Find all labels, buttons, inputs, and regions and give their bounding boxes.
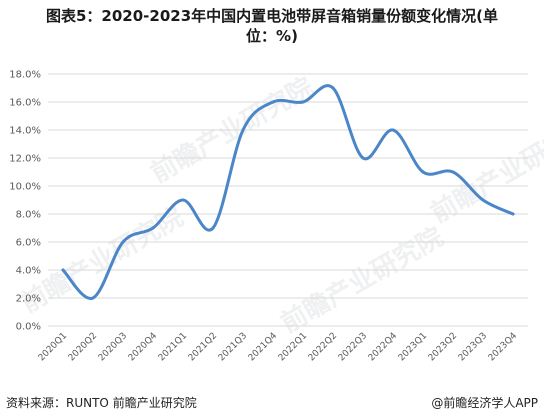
y-tick-label: 14.0%: [9, 126, 41, 137]
y-tick-label: 16.0%: [9, 98, 41, 109]
data-point: [241, 128, 245, 132]
data-point: [301, 100, 305, 104]
y-tick-label: 4.0%: [16, 266, 41, 277]
y-tick-label: 2.0%: [16, 294, 41, 305]
grid-lines: [48, 73, 528, 327]
series-line: [61, 84, 515, 300]
x-axis-tick-labels: 2020Q12020Q22020Q32020Q42021Q12021Q22021…: [37, 331, 520, 364]
x-tick-label: 2021Q2: [187, 331, 219, 363]
y-axis-tick-labels: 0.0% 2.0% 4.0% 6.0% 8.0% 10.0% 12.0% 14.0% 16.0%…: [9, 70, 41, 333]
data-point: [211, 226, 215, 230]
y-tick-label: 10.0%: [9, 182, 41, 193]
data-point: [421, 170, 425, 174]
x-tick-label: 2023Q2: [427, 331, 459, 363]
brand-mark: @前瞻经济学人APP: [431, 396, 538, 410]
footer: 资料来源：RUNTO 前瞻产业研究院 @前瞻经济学人APP: [6, 394, 538, 411]
x-tick-label: 2022Q3: [337, 331, 369, 363]
data-point: [271, 100, 275, 104]
x-tick-label: 2022Q1: [277, 331, 309, 363]
x-tick-label: 2023Q1: [397, 331, 429, 363]
data-point: [511, 212, 515, 216]
source-note: 资料来源：RUNTO 前瞻产业研究院: [6, 396, 197, 410]
y-tick-label: 6.0%: [16, 238, 41, 249]
x-tick-label: 2021Q1: [157, 331, 189, 363]
data-point: [361, 156, 365, 160]
data-point: [121, 240, 125, 244]
chart-title: 图表5：2020-2023年中国内置电池带屏音箱销量份额变化情况(单 位：%): [0, 6, 544, 46]
x-tick-label: 2022Q4: [367, 331, 400, 364]
y-tick-label: 12.0%: [9, 154, 41, 165]
data-point: [451, 170, 455, 174]
x-tick-label: 2020Q4: [127, 331, 160, 364]
data-point: [151, 226, 155, 230]
x-tick-label: 2021Q3: [217, 331, 249, 363]
y-tick-label: 8.0%: [16, 210, 41, 221]
y-tick-label: 0.0%: [16, 322, 41, 333]
chart-title-line-2: 位：%): [246, 27, 298, 45]
data-point: [391, 128, 395, 132]
x-tick-label: 2020Q2: [67, 331, 99, 363]
data-point: [61, 268, 65, 272]
data-point: [331, 86, 335, 90]
data-point: [91, 296, 95, 300]
x-tick-label: 2023Q3: [457, 331, 489, 363]
x-tick-label: 2020Q3: [97, 331, 129, 363]
x-tick-label: 2021Q4: [247, 331, 280, 364]
x-tick-label: 2020Q1: [37, 331, 69, 363]
chart-title-line-1: 图表5：2020-2023年中国内置电池带屏音箱销量份额变化情况(单: [45, 7, 499, 25]
data-point: [481, 198, 485, 202]
y-tick-label: 18.0%: [9, 70, 41, 81]
x-tick-label: 2023Q4: [487, 331, 520, 364]
data-point: [181, 198, 185, 202]
x-tick-label: 2022Q2: [307, 331, 339, 363]
